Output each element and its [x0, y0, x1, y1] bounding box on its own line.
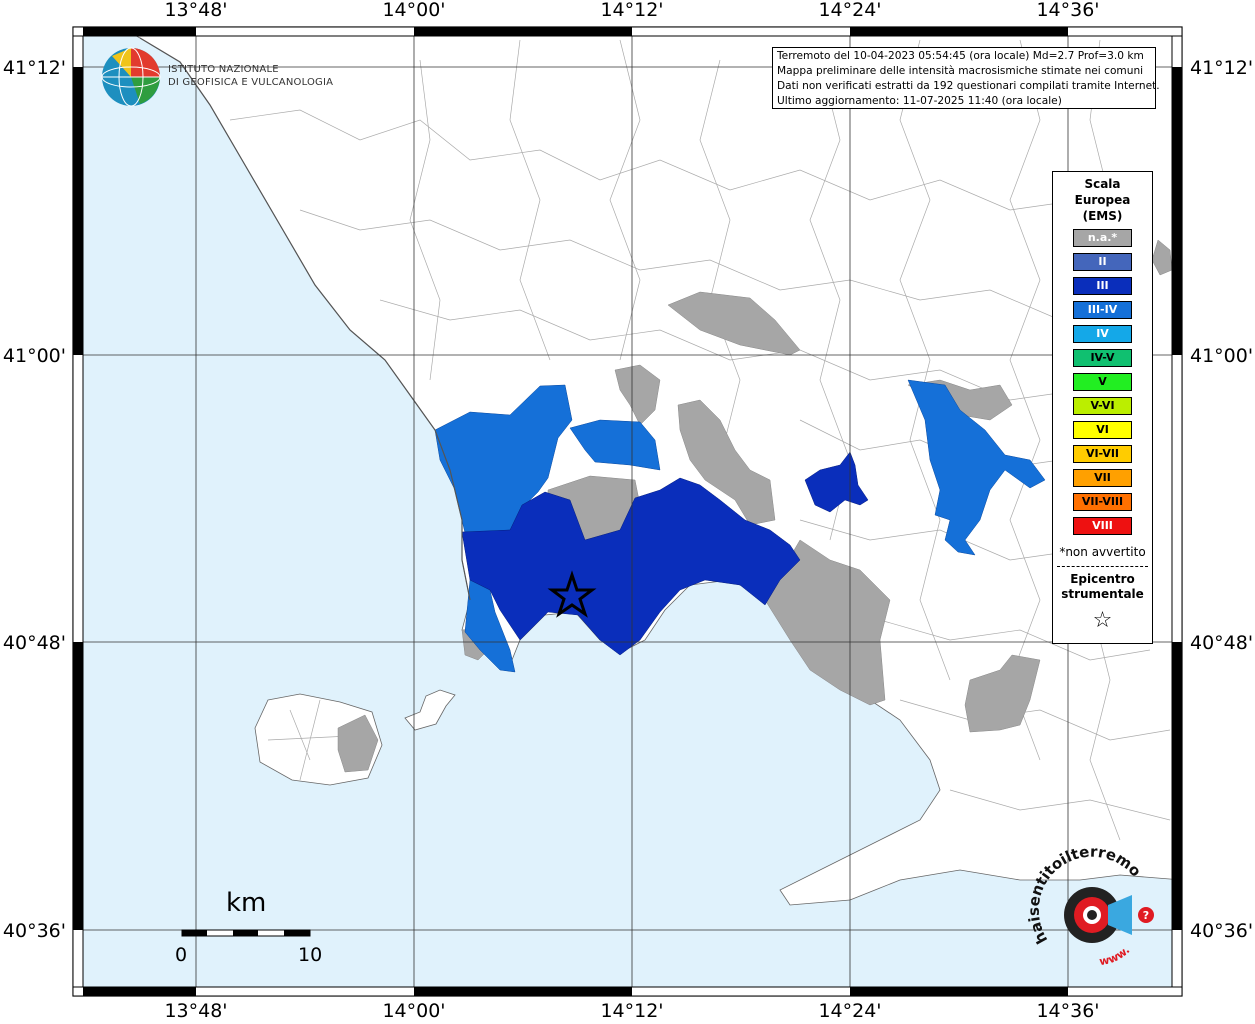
lon-tick-label: 14°00' — [382, 1000, 445, 1022]
lon-tick-label: 13°48' — [164, 1000, 227, 1022]
lat-tick-label: 40°36' — [3, 920, 66, 942]
legend-item: V — [1073, 373, 1132, 391]
procida-island — [404, 689, 456, 731]
legend-epicenter-line: Epicentro — [1070, 572, 1135, 586]
legend-title-line: Scala — [1084, 177, 1121, 191]
lon-tick-label: 14°12' — [600, 0, 663, 21]
legend-item: VI-VII — [1073, 445, 1132, 463]
lat-tick-label: 41°12' — [1190, 57, 1253, 79]
ingv-line-2: DI GEOFISICA E VULCANOLOGIA — [168, 77, 334, 88]
scale-max: 10 — [298, 944, 323, 966]
lon-ticks-top: 13°48' 14°00' 14°12' 14°24' 14°36' — [164, 0, 1099, 21]
event-info-line: Dati non verificati estratti da 192 ques… — [777, 80, 1160, 92]
lon-tick-label: 14°36' — [1036, 0, 1099, 21]
map-frame — [72, 26, 1183, 997]
legend-item: VII-VIII — [1073, 493, 1132, 511]
event-info-box: Terremoto del 10-04-2023 05:54:45 (ora l… — [772, 47, 1160, 109]
ingv-logo-text: ISTITUTO NAZIONALE DI GEOFISICA E VULCAN… — [168, 63, 333, 89]
legend-item: III-IV — [1073, 301, 1132, 319]
legend-separator — [1057, 566, 1148, 567]
lat-tick-label: 40°48' — [3, 632, 66, 654]
ingv-logo-icon — [101, 47, 161, 107]
legend-item: VIII — [1073, 517, 1132, 535]
lat-tick-label: 40°36' — [1190, 920, 1253, 942]
lat-tick-label: 41°12' — [3, 57, 66, 79]
legend-item: IV-V — [1073, 349, 1132, 367]
lon-tick-label: 14°00' — [382, 0, 445, 21]
lon-tick-label: 14°24' — [818, 0, 881, 21]
legend-item: VII — [1073, 469, 1132, 487]
epicenter-star — [547, 570, 597, 618]
legend-item: n.a.* — [1073, 229, 1132, 247]
scale-unit: km — [226, 888, 267, 918]
legend-item: V-VI — [1073, 397, 1132, 415]
lat-tick-label: 41°00' — [1190, 345, 1253, 367]
lat-tick-label: 41°00' — [3, 345, 66, 367]
legend-title: Scala Europea (EMS) — [1053, 176, 1152, 224]
intensity-na-areas — [337, 239, 1173, 773]
intensity-iii-areas — [461, 451, 869, 656]
lat-tick-label: 40°48' — [1190, 632, 1253, 654]
lon-tick-label: 13°48' — [164, 0, 227, 21]
coastline — [139, 37, 471, 601]
intensity-iii-iv-areas — [434, 379, 1046, 673]
lon-tick-label: 14°24' — [818, 1000, 881, 1022]
legend-item: IV — [1073, 325, 1132, 343]
legend-epicenter-label: Epicentro strumentale — [1053, 572, 1152, 602]
lat-ticks-left: 41°12' 41°00' 40°48' 40°36' — [3, 57, 66, 942]
legend-item: II — [1073, 253, 1132, 271]
scale-bar — [181, 929, 311, 937]
legend-epicenter-line: strumentale — [1061, 587, 1144, 601]
lat-ticks-right: 41°12' 41°00' 40°48' 40°36' — [1190, 57, 1253, 942]
legend-title-line: (EMS) — [1082, 209, 1123, 223]
event-info-line: Terremoto del 10-04-2023 05:54:45 (ora l… — [777, 50, 1144, 62]
scale-min: 0 — [175, 944, 188, 966]
lon-ticks-bottom: 13°48' 14°00' 14°12' 14°24' 14°36' — [164, 1000, 1099, 1022]
legend-item: III — [1073, 277, 1132, 295]
event-info-line: Ultimo aggiornamento: 11-07-2025 11:40 (… — [777, 95, 1062, 107]
lon-tick-label: 14°36' — [1036, 1000, 1099, 1022]
event-info-line: Mappa preliminare delle intensità macros… — [777, 65, 1144, 77]
lon-tick-label: 14°12' — [600, 1000, 663, 1022]
ems-legend: Scala Europea (EMS) n.a.* II III III-IV IV IV… — [1052, 171, 1153, 644]
ingv-line-1: ISTITUTO NAZIONALE — [168, 64, 279, 75]
legend-item: VI — [1073, 421, 1132, 439]
legend-note: *non avvertito — [1059, 545, 1146, 559]
legend-title-line: Europea — [1074, 193, 1131, 207]
svg-text:?: ? — [1143, 909, 1149, 922]
legend-star-icon: ☆ — [1092, 608, 1113, 633]
